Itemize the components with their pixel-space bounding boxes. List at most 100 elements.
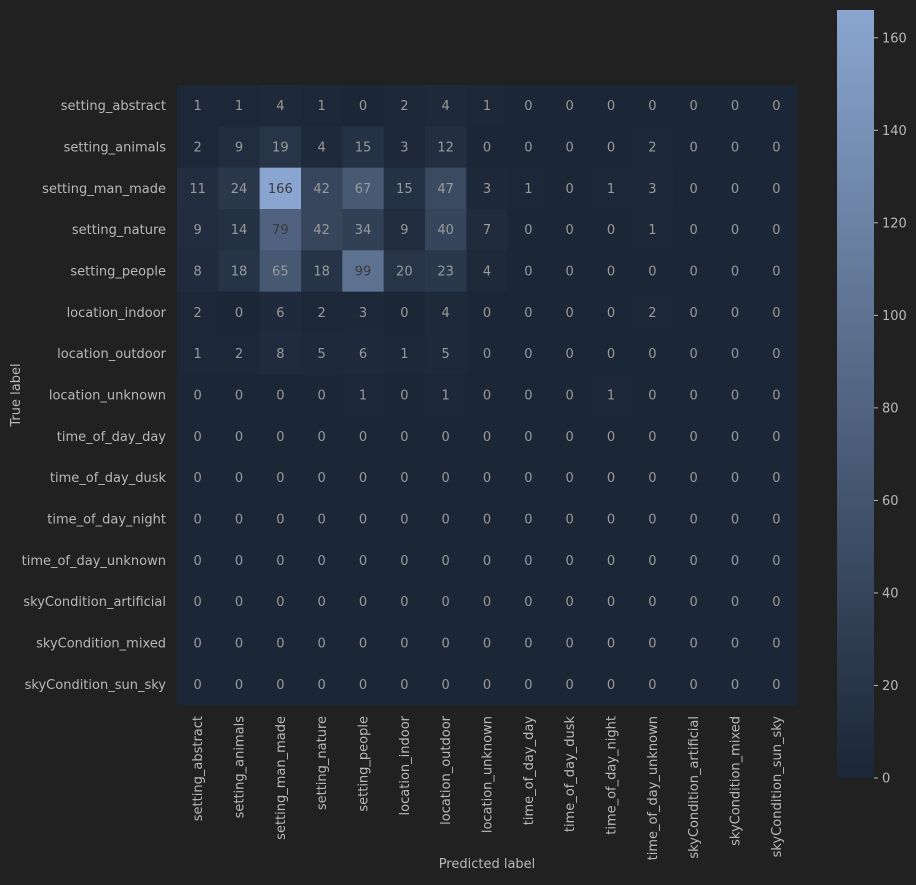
heatmap-cell (631, 539, 674, 582)
x-tick-label: location_unknown (481, 716, 496, 833)
heatmap-cell (549, 581, 591, 623)
heatmap-cell (425, 457, 467, 499)
cell-value-label: 65 (272, 265, 289, 280)
cell-value-label: 0 (483, 637, 491, 652)
cell-value-label: 0 (690, 513, 698, 528)
cell-value-label: 0 (524, 99, 532, 114)
cell-value-label: 0 (648, 265, 656, 280)
heatmap-cell (342, 581, 385, 623)
cell-value-label: 8 (276, 347, 284, 362)
heatmap-cell (177, 622, 219, 665)
cell-value-label: 0 (607, 471, 615, 486)
cell-value-label: 18 (231, 265, 248, 280)
heatmap-cell (755, 415, 798, 458)
cell-value-label: 0 (731, 99, 739, 114)
cell-value-label: 0 (566, 430, 574, 445)
cell-value-label: 0 (442, 554, 450, 569)
cell-value-label: 99 (355, 265, 372, 280)
cell-value-label: 0 (772, 223, 780, 238)
heatmap-cell (631, 250, 674, 293)
cell-value-label: 0 (772, 306, 780, 321)
cell-value-label: 0 (607, 595, 615, 610)
heatmap-cell (301, 126, 343, 169)
heatmap-cell (218, 581, 261, 623)
cell-value-label: 0 (607, 554, 615, 569)
cell-value-label: 0 (194, 471, 202, 486)
heatmap-cell (673, 250, 715, 293)
heatmap-cell (714, 498, 757, 541)
heatmap-cell (259, 291, 302, 334)
heatmap-cell (218, 663, 261, 706)
cell-value-label: 0 (359, 99, 367, 114)
heatmap-cell (342, 333, 385, 375)
y-tick-label: skyCondition_artificial (23, 595, 166, 610)
cell-value-label: 24 (231, 182, 248, 197)
heatmap-cell (425, 663, 467, 706)
heatmap-cell (507, 581, 550, 623)
cell-value-label: 0 (566, 99, 574, 114)
cell-value-label: 0 (400, 678, 408, 693)
heatmap-cell (259, 126, 302, 169)
cell-value-label: 0 (524, 223, 532, 238)
y-tick-label: skyCondition_mixed (36, 637, 166, 652)
x-tick-label: location_outdoor (439, 715, 454, 825)
cell-value-label: 19 (272, 141, 289, 156)
heatmap-cell (673, 291, 715, 334)
cell-value-label: 0 (318, 595, 326, 610)
heatmap-cell (631, 126, 674, 169)
cell-value-label: 0 (442, 430, 450, 445)
heatmap-cell (301, 209, 343, 251)
cell-value-label: 0 (731, 389, 739, 404)
heatmap-cell (507, 333, 550, 375)
cell-value-label: 15 (396, 182, 413, 197)
heatmap-cell (177, 126, 219, 169)
y-tick-labels: setting_abstract setting_animals setting_m… (22, 99, 167, 693)
cell-value-label: 0 (772, 471, 780, 486)
heatmap-cell (590, 622, 633, 665)
cell-value-label: 0 (690, 595, 698, 610)
cell-value-label: 0 (566, 554, 574, 569)
cell-value-label: 0 (194, 554, 202, 569)
cell-value-label: 0 (276, 513, 284, 528)
heatmap-cell (590, 457, 633, 499)
cell-value-label: 0 (731, 265, 739, 280)
cell-value-label: 0 (483, 513, 491, 528)
heatmap-cell (177, 374, 219, 417)
cell-value-label: 0 (690, 637, 698, 652)
heatmap-cell (177, 209, 219, 251)
cell-value-label: 0 (690, 99, 698, 114)
heatmap-cell (342, 291, 385, 334)
heatmap-cell (301, 581, 343, 623)
heatmap-cell (342, 126, 385, 169)
cell-value-label: 0 (442, 471, 450, 486)
heatmap-cell (342, 209, 385, 251)
cell-value-label: 2 (648, 141, 656, 156)
heatmap-cell (507, 457, 550, 499)
cell-value-label: 0 (772, 347, 780, 362)
cell-value-label: 0 (607, 347, 615, 362)
heatmap-cell (383, 415, 426, 458)
heatmap-cell (549, 498, 591, 541)
heatmap-cell (549, 209, 591, 251)
heatmap-cell (590, 333, 633, 375)
heatmap-cell (177, 167, 219, 210)
heatmap-cell (259, 374, 302, 417)
cell-value-label: 0 (731, 182, 739, 197)
cell-value-label: 0 (194, 513, 202, 528)
heatmap-cell (301, 457, 343, 499)
heatmap-cell (549, 250, 591, 293)
x-tick-label: setting_man_made (274, 716, 289, 840)
cell-value-label: 0 (566, 182, 574, 197)
cell-value-label: 0 (690, 389, 698, 404)
cell-value-label: 0 (359, 678, 367, 693)
heatmap-cell (549, 291, 591, 334)
cell-value-label: 0 (566, 306, 574, 321)
cell-value-label: 0 (359, 595, 367, 610)
cell-value-label: 0 (772, 389, 780, 404)
cell-value-label: 8 (194, 265, 202, 280)
heatmap-cell (714, 539, 757, 582)
heatmap-cell (301, 622, 343, 665)
heatmap-cell (425, 126, 467, 169)
cell-value-label: 0 (318, 513, 326, 528)
